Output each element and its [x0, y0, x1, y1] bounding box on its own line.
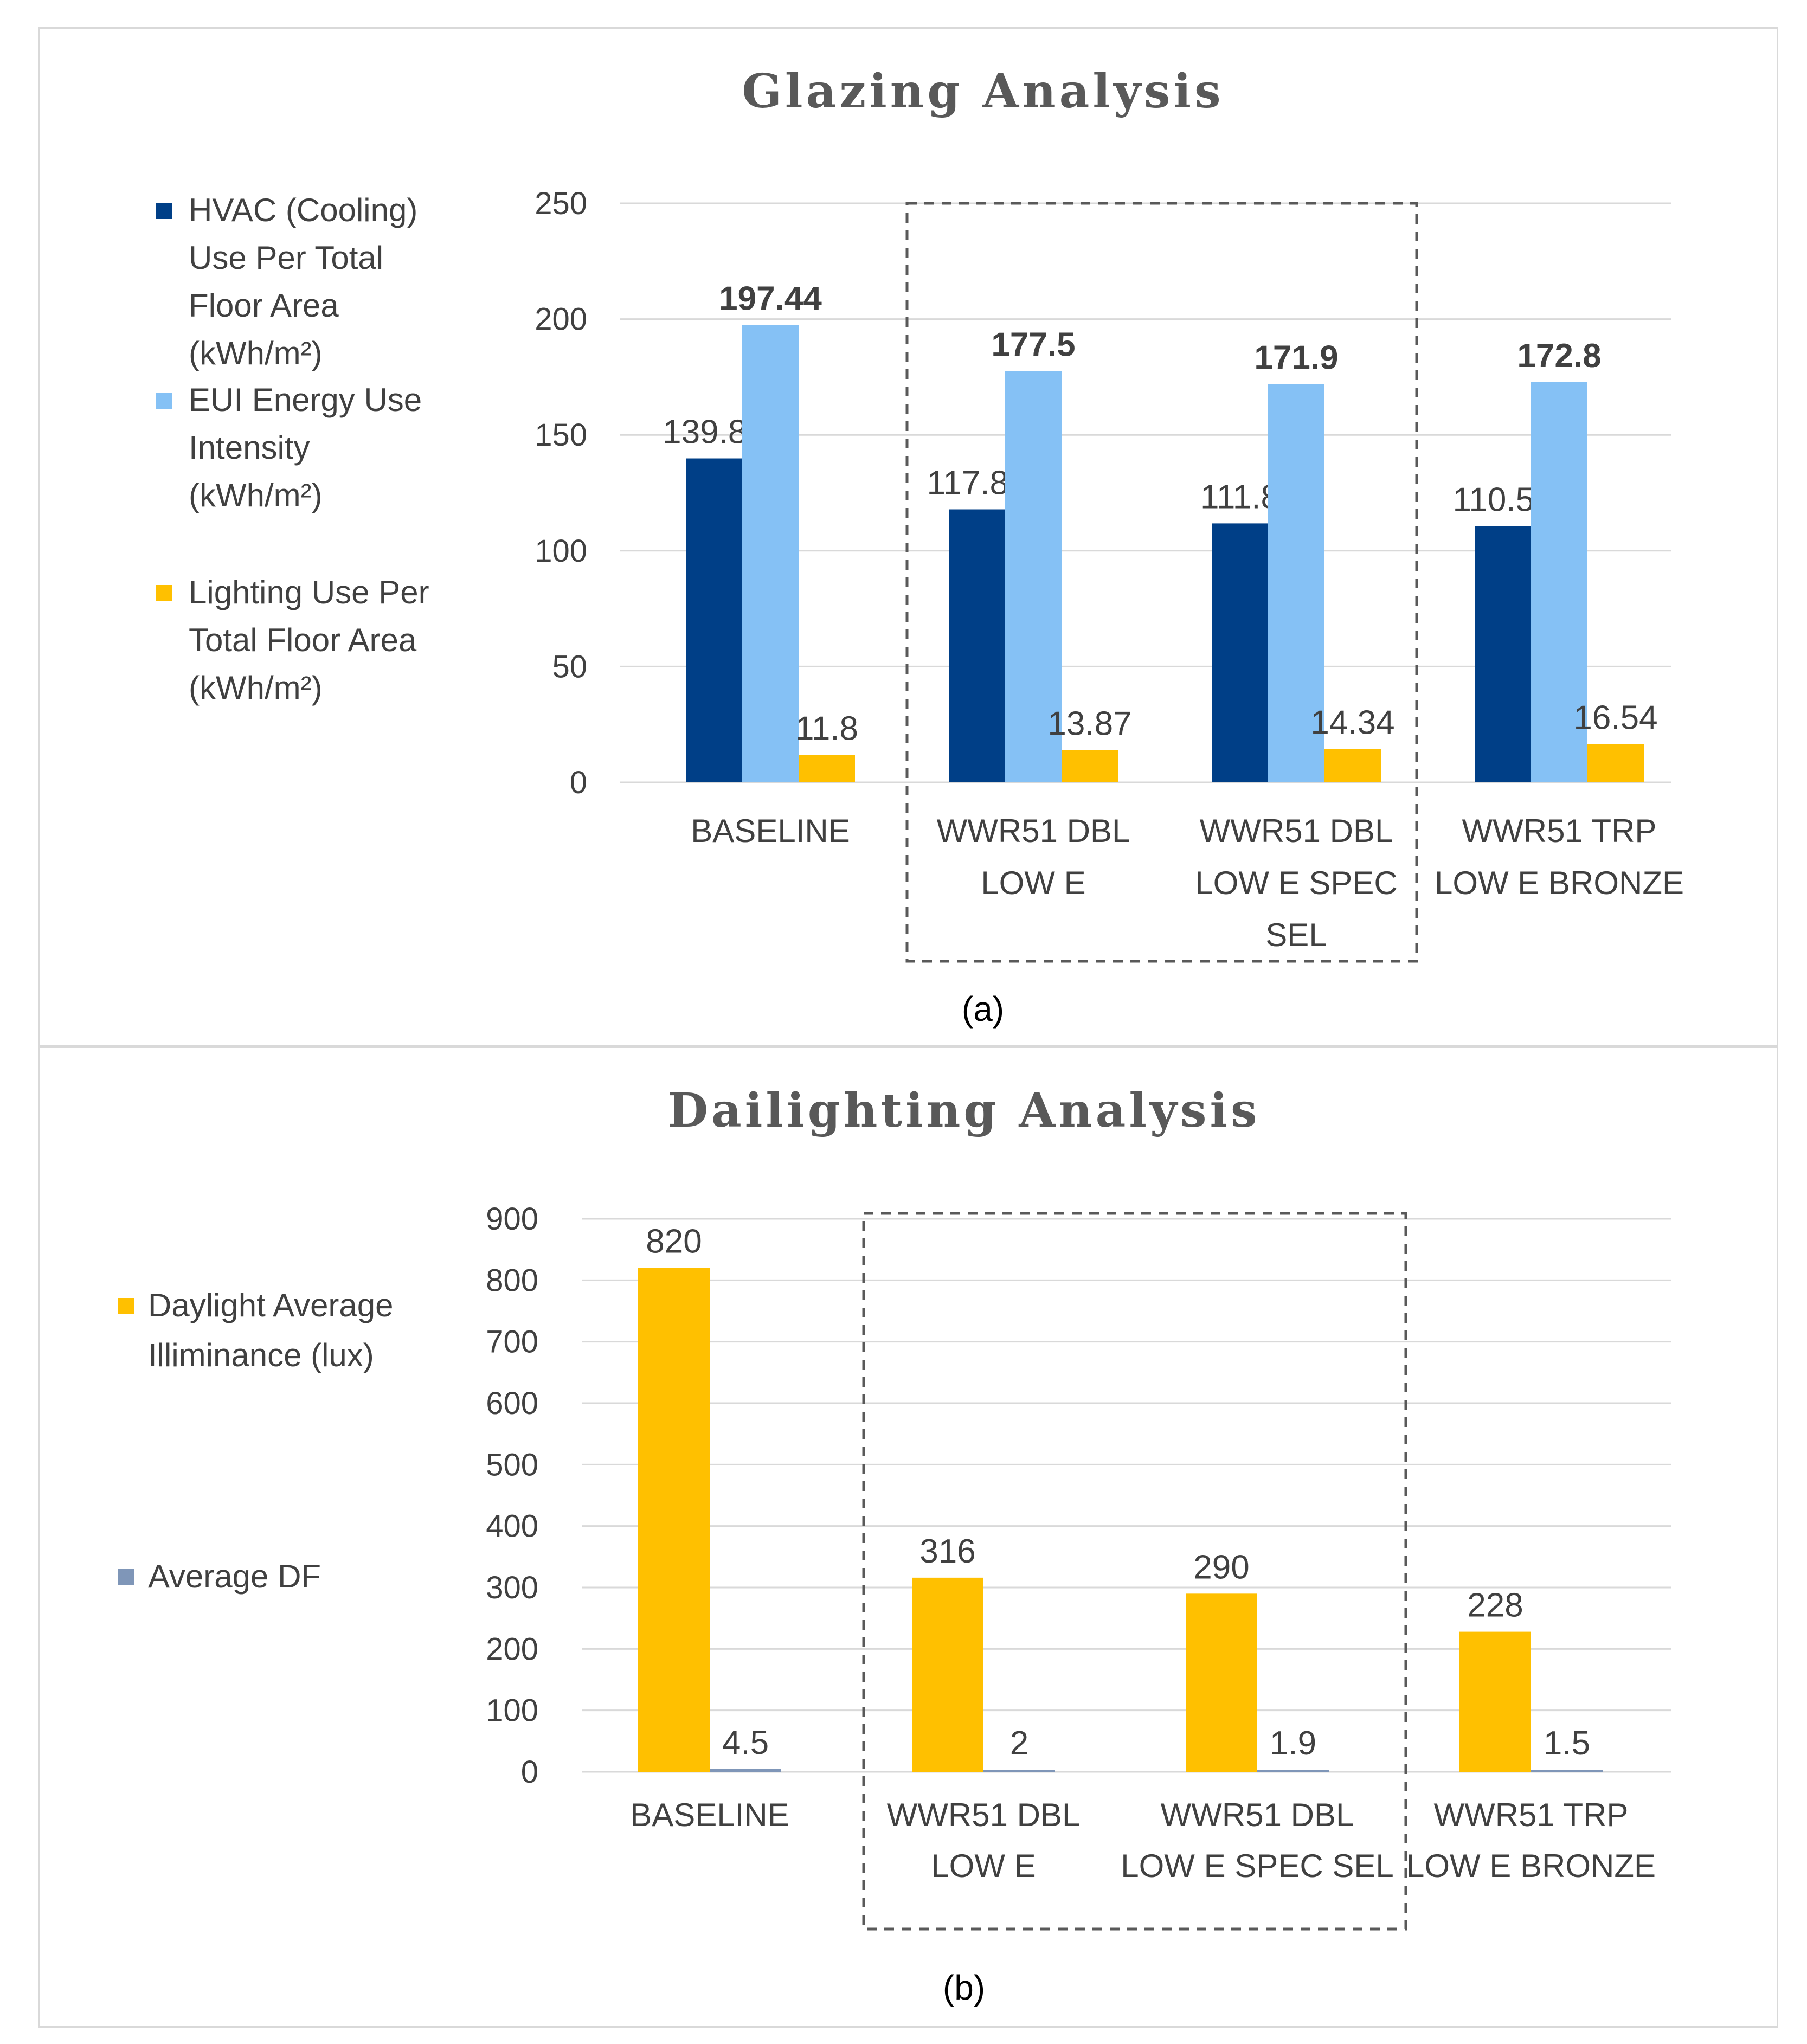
y-tick-label: 100: [486, 1693, 538, 1728]
chart-title: Dailighting Analysis: [667, 1083, 1260, 1138]
x-category-label: LOW E: [981, 865, 1085, 901]
bar: [1062, 750, 1118, 782]
y-tick-label: 50: [552, 649, 587, 684]
y-tick-label: 100: [535, 534, 587, 569]
data-label: 177.5: [991, 326, 1075, 364]
x-category-label: SEL: [1265, 917, 1327, 953]
data-label: 1.5: [1544, 1725, 1590, 1762]
bar: [1212, 523, 1268, 782]
legend-swatch: [118, 1298, 134, 1314]
y-tick-label: 800: [486, 1263, 538, 1298]
glazing-analysis-chart: Glazing Analysis050100150200250139.86197…: [156, 64, 1684, 1029]
data-label: 290: [1193, 1548, 1249, 1586]
data-label: 228: [1467, 1587, 1523, 1624]
y-tick-label: 0: [570, 765, 587, 800]
x-category-label: WWR51 TRP: [1434, 1797, 1629, 1833]
bar: [912, 1577, 983, 1772]
data-label: 2: [1010, 1725, 1028, 1762]
bar: [1475, 526, 1531, 782]
x-category-label: BASELINE: [630, 1797, 789, 1833]
bar: [1324, 749, 1381, 782]
daylighting-analysis-chart: Dailighting Analysis 0 100 200 300 400 500 600 7…: [118, 1083, 1671, 2007]
data-label: 1.9: [1270, 1725, 1316, 1762]
figure-caption: (a): [962, 989, 1004, 1029]
bar: [638, 1268, 710, 1772]
y-tick-label: 150: [535, 417, 587, 453]
bar: [1459, 1631, 1531, 1772]
legend-label: Floor Area: [189, 287, 339, 324]
data-label: 16.54: [1573, 699, 1657, 736]
bar: [1268, 384, 1324, 782]
bar: [686, 458, 742, 782]
bar: [983, 1770, 1055, 1772]
legend-swatch: [156, 393, 172, 409]
legend-swatch: [118, 1569, 134, 1585]
bar: [1257, 1770, 1329, 1772]
y-tick-label: 200: [486, 1631, 538, 1667]
bar: [1005, 371, 1062, 782]
x-category-label: LOW E: [931, 1848, 1036, 1884]
data-label: 11.8: [795, 710, 858, 748]
legend-label: Daylight Average: [148, 1287, 394, 1323]
x-category-label: LOW E BRONZE: [1406, 1848, 1656, 1884]
figure-caption: (b): [943, 1968, 985, 2007]
bar: [1587, 744, 1644, 782]
y-tick-label: 200: [535, 302, 587, 337]
y-tick-label: 250: [535, 186, 587, 221]
legend-label: Lighting Use Per: [189, 574, 429, 610]
x-category-label: LOW E SPEC SEL: [1121, 1848, 1394, 1884]
data-label: 172.8: [1517, 337, 1601, 375]
y-tick-label: 600: [486, 1386, 538, 1421]
legend-label: Use Per Total: [189, 240, 383, 276]
legend-swatch: [156, 585, 172, 601]
y-tick-label: 900: [486, 1201, 538, 1237]
legend-label: Intensity: [189, 429, 310, 466]
data-label: 13.87: [1047, 705, 1131, 743]
legend-label: (kWh/m²): [189, 335, 323, 371]
data-label: 14.34: [1310, 704, 1394, 742]
x-category-label: WWR51 DBL: [887, 1797, 1081, 1833]
x-category-label: WWR51 TRP: [1462, 813, 1657, 849]
legend-label: Illiminance (lux): [148, 1337, 374, 1373]
x-category-label: LOW E BRONZE: [1435, 865, 1684, 901]
glazing-analysis-panel: Glazing Analysis 0 50 100 150 200 250 139.86 197…: [38, 27, 1778, 1046]
bar: [742, 325, 799, 782]
legend-swatch: [156, 203, 172, 219]
x-category-label: WWR51 DBL: [1161, 1797, 1354, 1833]
data-label: 4.5: [722, 1724, 769, 1762]
x-category-label: WWR51 DBL: [937, 813, 1130, 849]
data-label: 820: [646, 1223, 702, 1261]
bar: [799, 755, 855, 782]
y-tick-label: 400: [486, 1509, 538, 1544]
bar: [1186, 1593, 1257, 1772]
bar: [710, 1769, 781, 1772]
data-label: 197.44: [719, 280, 822, 318]
highlight-frame: [862, 1212, 1407, 1931]
legend-label: EUI Energy Use: [189, 382, 422, 418]
legend-label: Average DF: [148, 1558, 321, 1595]
daylighting-analysis-panel: Dailighting Analysis 0 100 200 300 400 500 600 7…: [38, 1046, 1778, 2028]
y-tick-label: 0: [521, 1754, 538, 1790]
x-category-label: WWR51 DBL: [1200, 813, 1393, 849]
legend-label: (kWh/m²): [189, 670, 323, 706]
data-label: 316: [919, 1533, 975, 1570]
y-tick-label: 700: [486, 1325, 538, 1360]
y-tick-label: 500: [486, 1447, 538, 1482]
data-label: 171.9: [1254, 339, 1338, 377]
highlight-frame: [905, 202, 1418, 963]
legend-label: Total Floor Area: [189, 622, 417, 658]
data-label: 111.8: [1200, 478, 1279, 516]
x-category-label: LOW E SPEC: [1195, 865, 1397, 901]
bar: [1531, 382, 1587, 782]
bar: [1531, 1770, 1603, 1772]
legend-label: (kWh/m²): [189, 477, 323, 513]
legend-label: HVAC (Cooling): [189, 192, 417, 228]
bar: [949, 509, 1005, 782]
x-category-label: BASELINE: [691, 813, 850, 849]
y-tick-label: 300: [486, 1570, 538, 1605]
chart-title: Glazing Analysis: [742, 64, 1224, 119]
